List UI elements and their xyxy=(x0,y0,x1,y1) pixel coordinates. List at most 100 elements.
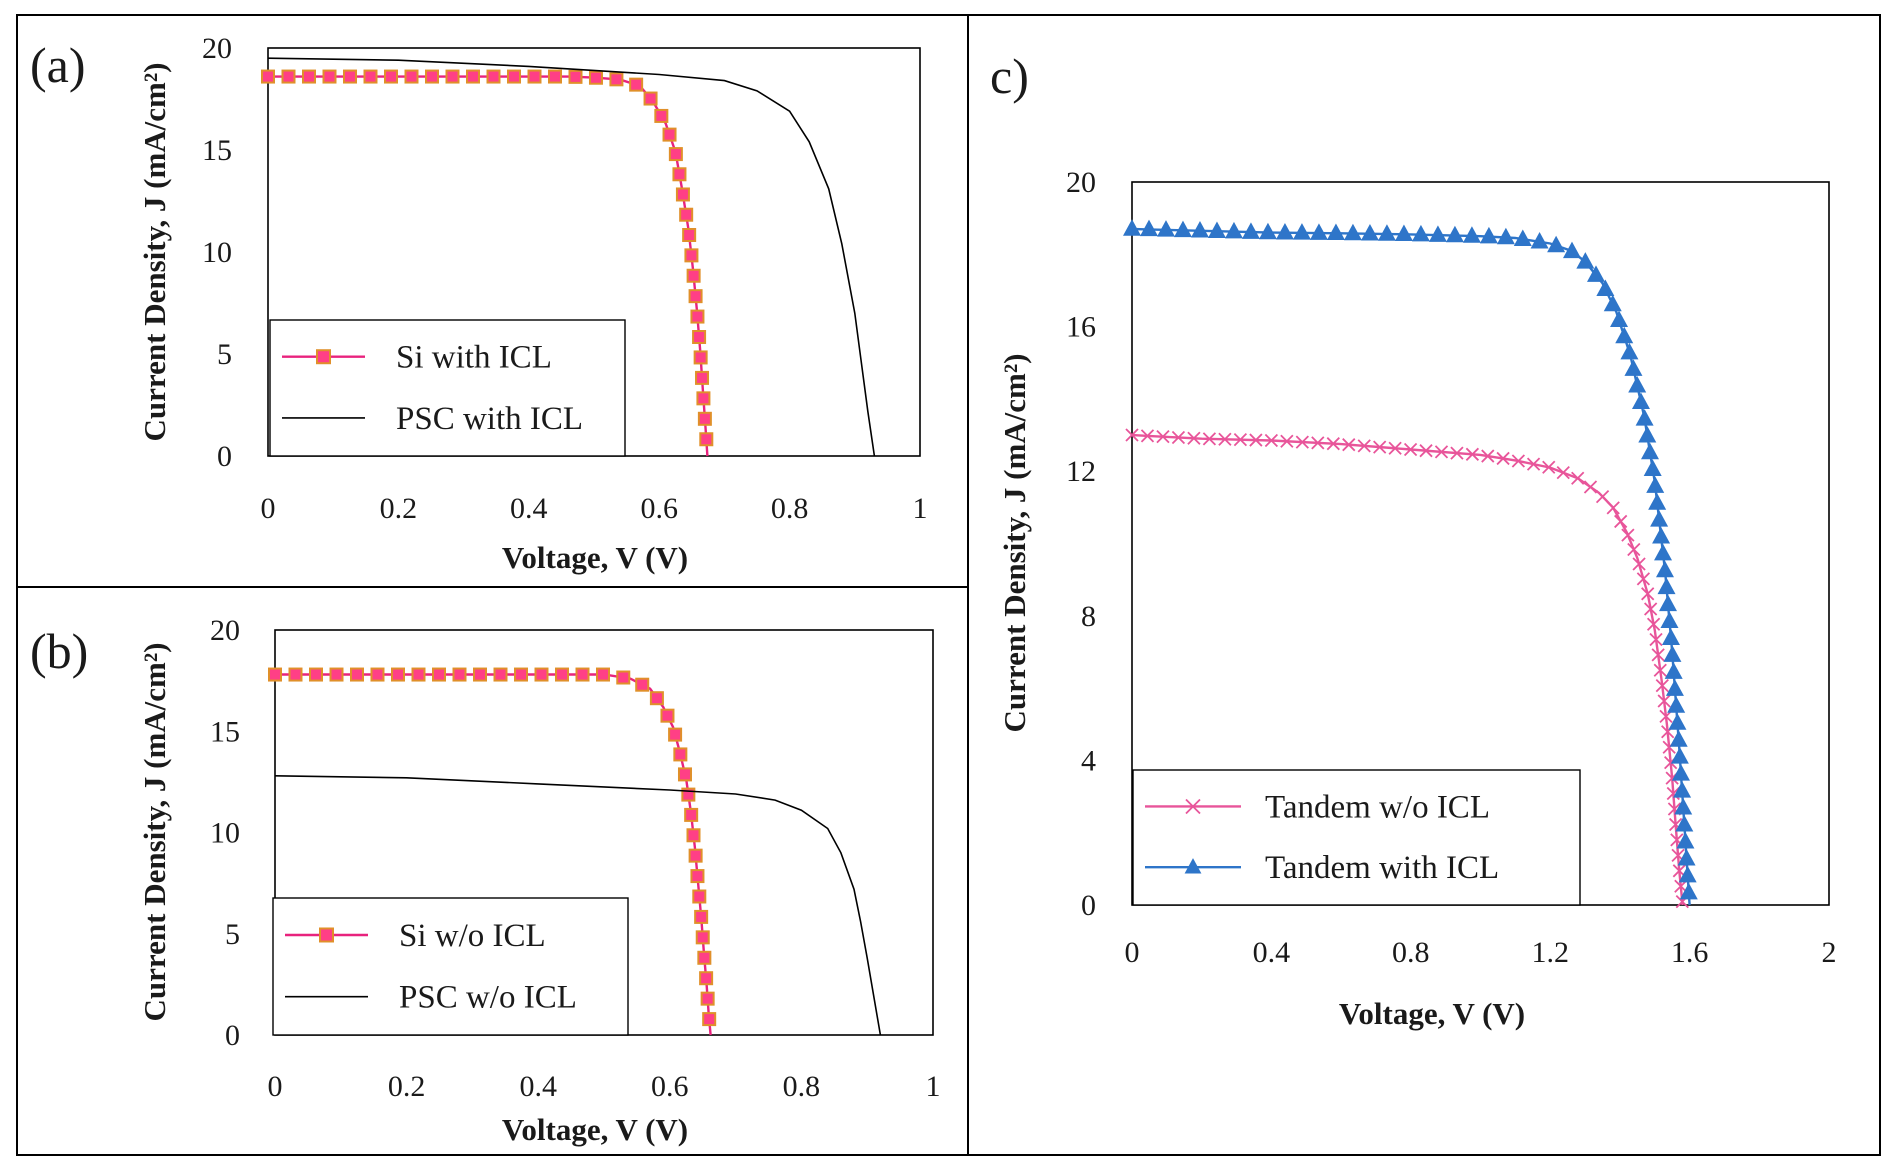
data-point xyxy=(1651,648,1665,662)
series-1 xyxy=(1123,219,1698,906)
y-tick-label: 0 xyxy=(1081,889,1096,922)
data-point xyxy=(1156,220,1175,237)
data-point xyxy=(384,69,398,84)
data-point xyxy=(695,930,710,945)
data-point xyxy=(1655,560,1674,578)
data-point xyxy=(686,268,701,283)
legend-marker xyxy=(316,349,331,365)
data-point xyxy=(1668,713,1687,730)
data-point xyxy=(1646,476,1665,493)
data-point xyxy=(1292,223,1311,240)
data-point xyxy=(404,69,419,84)
data-point xyxy=(694,909,709,924)
x-tick-label: 0.4 xyxy=(519,1070,557,1103)
data-point xyxy=(693,350,708,365)
data-point xyxy=(696,391,711,406)
data-point xyxy=(1638,425,1657,443)
data-point xyxy=(1603,294,1622,312)
x-tick-label: 2 xyxy=(1822,936,1837,969)
data-point xyxy=(1650,510,1669,527)
data-point xyxy=(1654,543,1673,561)
data-point xyxy=(702,1012,717,1027)
legend: Tandem w/o ICL Tandem with ICL xyxy=(1132,769,1581,906)
data-point xyxy=(1233,433,1248,447)
data-point xyxy=(1636,572,1651,586)
data-point xyxy=(1264,433,1279,448)
x-tick-label: 0 xyxy=(268,1070,283,1103)
data-point xyxy=(672,167,687,182)
data-point xyxy=(1576,252,1595,269)
y-tick-label: 8 xyxy=(1081,600,1096,633)
data-point xyxy=(309,667,323,682)
data-point xyxy=(1657,694,1671,708)
panel-label: (b) xyxy=(30,623,88,679)
data-point xyxy=(1635,409,1654,426)
data-point xyxy=(699,432,714,447)
x-axis-label: Voltage, V (V) xyxy=(502,540,688,575)
data-point xyxy=(1496,227,1515,245)
y-axis-label: Current Density, J (mA/cm²) xyxy=(137,643,172,1022)
data-point xyxy=(1513,229,1532,246)
data-point xyxy=(1357,439,1371,453)
data-point xyxy=(1657,577,1676,595)
data-point xyxy=(1667,696,1686,713)
data-point xyxy=(473,667,487,682)
data-point xyxy=(1445,225,1464,243)
data-point xyxy=(1125,428,1139,442)
x-tick-label: 0 xyxy=(261,492,276,525)
data-point xyxy=(635,677,650,692)
data-point xyxy=(1342,438,1356,452)
data-point xyxy=(596,667,610,682)
legend-label: Si with ICL xyxy=(396,340,552,376)
data-point xyxy=(1547,235,1566,253)
data-point xyxy=(1646,617,1661,631)
legend-marker xyxy=(1184,858,1202,874)
data-point xyxy=(682,227,697,242)
data-point xyxy=(1202,432,1217,446)
data-point xyxy=(527,69,542,84)
y-tick-label: 5 xyxy=(217,338,232,371)
data-point xyxy=(493,667,508,682)
series-1 xyxy=(274,775,882,1036)
data-point xyxy=(654,108,669,123)
data-point xyxy=(695,370,710,385)
data-point xyxy=(1624,359,1643,376)
y-axis-label: Current Density, J (mA/cm²) xyxy=(997,354,1032,733)
data-point xyxy=(1632,557,1646,571)
x-tick-label: 1.6 xyxy=(1671,936,1709,969)
data-point xyxy=(688,848,703,863)
data-point xyxy=(684,248,699,263)
data-point xyxy=(1644,602,1658,616)
data-point xyxy=(261,69,275,84)
series-0 xyxy=(1125,428,1689,909)
data-point xyxy=(1140,429,1155,443)
legend-label: Tandem with ICL xyxy=(1265,850,1499,886)
data-point xyxy=(1479,226,1498,244)
data-point xyxy=(1373,440,1387,454)
data-point xyxy=(662,127,677,142)
data-point xyxy=(350,667,364,682)
data-point xyxy=(668,727,683,742)
data-point xyxy=(1671,764,1690,781)
data-point xyxy=(690,309,705,324)
series-1 xyxy=(267,57,876,457)
data-point xyxy=(1663,645,1682,662)
data-point xyxy=(686,828,701,843)
data-point xyxy=(1678,865,1697,883)
data-point xyxy=(588,70,603,85)
data-point xyxy=(288,667,303,682)
panel-label: (a) xyxy=(30,37,86,93)
data-point xyxy=(1309,223,1328,240)
data-point xyxy=(1583,480,1598,494)
data-point xyxy=(697,411,712,426)
data-point xyxy=(1596,279,1615,296)
data-point xyxy=(684,807,699,822)
legend-box xyxy=(272,897,629,1036)
x-tick-label: 0.2 xyxy=(380,492,418,525)
data-point xyxy=(1530,232,1549,249)
data-point xyxy=(1595,489,1610,504)
data-point xyxy=(1311,436,1325,450)
data-point xyxy=(679,207,694,222)
data-point xyxy=(1620,342,1639,360)
